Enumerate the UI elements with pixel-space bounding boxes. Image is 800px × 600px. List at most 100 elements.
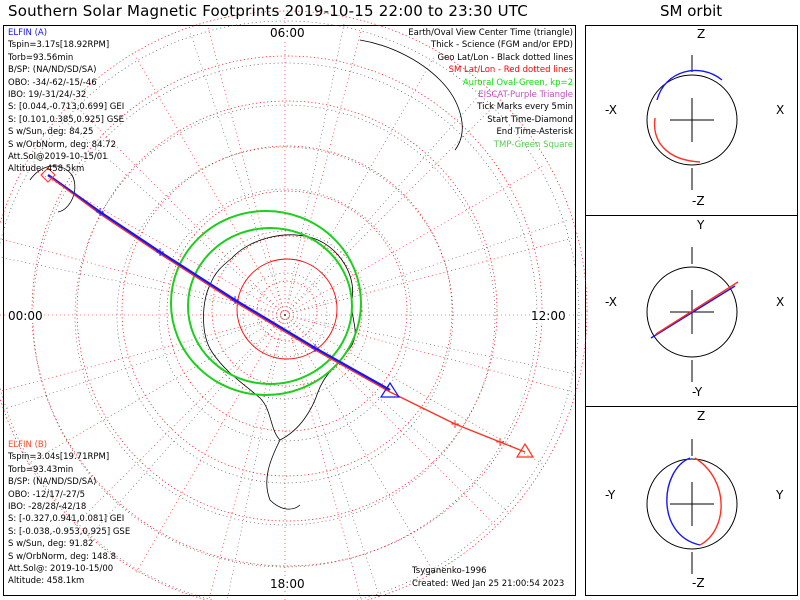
sm-latitude-ring <box>256 280 318 342</box>
earth-circle <box>646 458 738 550</box>
elfin-a-orbit <box>656 69 723 101</box>
orbit-axis-bottom: -Z <box>692 576 705 590</box>
sm-longitude-line <box>207 25 286 316</box>
elfin-a-orbit <box>666 457 701 546</box>
sm-longitude-line <box>134 55 286 316</box>
clock-label-bottom: 18:00 <box>270 577 305 591</box>
elfin-b-tick-mark: + <box>450 417 460 431</box>
orbit-plots <box>646 55 739 574</box>
continent-outline <box>29 165 76 213</box>
elfin-b-line: S: [-0.038,-0.953,0.925] GSE <box>8 526 131 537</box>
elfin-b-line: IBO: -28/28/-42/18 <box>8 502 87 513</box>
orbit-axis-top: Z <box>697 27 706 41</box>
created-timestamp: Created: Wed Jan 25 21:00:54 2023 <box>412 579 565 589</box>
orbit-axis-top: Z <box>697 409 706 423</box>
sm-latitude-ring <box>211 235 363 387</box>
clock-label-top: 06:00 <box>270 26 305 40</box>
sm-longitude-line <box>0 314 286 392</box>
elfin-a-line: OBO: -34/-62/-15/-46 <box>8 77 97 88</box>
orbit-axis-right: Y <box>776 488 784 502</box>
geo-latitude-ring <box>158 188 412 442</box>
geo-longitude-line <box>284 20 345 316</box>
orbit-axis-left: -Y <box>605 488 616 502</box>
elfin-b-line: Torb=93.43min <box>8 464 74 475</box>
elfin-b-line: S w/OrbNorm, deg: 148.8 <box>8 551 117 562</box>
orbit-axis-right: X <box>776 295 785 309</box>
elfin-b-orbit <box>694 457 722 546</box>
elfin-a-line: S w/OrbNorm, deg: 84.72 <box>8 139 117 150</box>
sm-longitude-line <box>134 314 286 575</box>
elfin-a-line: S: [0.044,-0.713,0.699] GEI <box>8 102 125 113</box>
orbit-axis-top: Y <box>697 218 705 232</box>
elfin-b-line: Altitude: 458.1km <box>8 576 85 587</box>
orbit-axis-left: -X <box>605 103 617 117</box>
elfin-b-track <box>49 176 526 453</box>
model-credit: Tsyganenko-1996 <box>412 566 487 576</box>
orbit-panel-frame <box>585 25 798 596</box>
view-center-triangle <box>379 381 401 398</box>
main-map-frame <box>3 25 576 596</box>
elfin-a-tick-mark: + <box>155 245 165 259</box>
orbit-axis-bottom: -Y <box>692 385 703 399</box>
elfin-a-line: Torb=93.56min <box>8 52 74 63</box>
earth-circle <box>646 74 738 166</box>
legend-entry: Auroral Oval-Green, kp=2 <box>462 77 573 88</box>
orbit-panel-title: SM orbit <box>660 2 723 20</box>
orbit-axis-bottom: -Z <box>692 194 705 208</box>
geo-longitude-line <box>284 314 580 375</box>
legend: Earth/Oval View Center Time (triangle) T… <box>408 27 573 151</box>
legend-entry: Tick Marks every 5min <box>477 102 573 113</box>
legend-entry: TMP-Green Square <box>493 139 573 150</box>
sm-longitude-line <box>208 314 286 600</box>
elfin-a-line: B/SP: (NA/ND/SD/SA) <box>8 65 97 76</box>
geo-latitude-ring <box>74 104 496 526</box>
elfin-b-line: S: [-0.327,0.941,0.081] GEI <box>8 514 125 525</box>
sm-longitude-line <box>284 237 575 316</box>
elfin-a-line: Att.Sol@2019-10-15/01 <box>8 152 108 163</box>
elfin-a-tick-mark: + <box>95 205 105 219</box>
legend-entry: Earth/Oval View Center Time (triangle) <box>408 28 573 38</box>
continent-outline <box>359 39 463 151</box>
elfin-b-orbit <box>653 117 701 163</box>
continent-outline <box>203 234 356 441</box>
auroral-oval-inner <box>187 227 353 385</box>
elfin-a-name: ELFIN (A) <box>8 28 48 38</box>
elfin-a-line: S: [0.101,0.385,0.925] GSE <box>8 114 125 125</box>
sm-longitude-line <box>284 314 362 600</box>
elfin-b-name: ELFIN (B) <box>8 440 48 450</box>
footprint-tracks: + + + + + + <box>40 167 535 458</box>
elfin-b-line: Tspin=3.04s[19.71RPM] <box>8 452 110 463</box>
geo-latitude-ring <box>242 272 328 358</box>
sm-pole-ring <box>236 258 338 360</box>
elfin-b-line: OBO: -12/17/-27/5 <box>8 489 86 500</box>
elfin-b-orbit <box>655 281 739 335</box>
legend-entry: EISCAT-Purple Triangle <box>478 90 573 101</box>
elfin-b-line: B/SP: (NA/ND/SD/SA) <box>8 477 97 488</box>
legend-entry: Start Time-Diamond <box>487 114 573 125</box>
elfin-a-tick-mark: + <box>230 293 240 307</box>
elfin-b-tick-mark: + <box>495 435 505 449</box>
clock-label-right: 12:00 <box>531 309 566 323</box>
elfin-a-info: ELFIN (A) Tspin=3.17s[18.92RPM] Torb=93.… <box>8 27 124 176</box>
elfin-a-tick-mark: + <box>310 341 320 355</box>
sm-longitude-line <box>284 314 545 466</box>
geo-latitude-ring <box>0 20 580 600</box>
legend-entry: End Time-Asterisk <box>496 127 573 138</box>
legend-entry: SM Lat/Lon - Red dotted lines <box>448 65 573 76</box>
elfin-a-line: Altitude: 458.5km <box>8 164 85 175</box>
start-diamond <box>40 167 56 183</box>
elfin-b-line: Att.Sol@: 2019-10-15/00 <box>8 564 114 575</box>
elfin-b-line: S w/Sun, deg: 91.82 <box>8 539 94 550</box>
sm-longitude-line <box>284 314 436 575</box>
sm-latitude-ring <box>166 190 408 432</box>
sm-longitude-line <box>284 25 363 316</box>
clock-label-left: 00:00 <box>8 309 43 323</box>
earth-circle <box>646 266 738 358</box>
auroral-oval <box>170 210 362 396</box>
legend-entry: Thick - Science (FGM and/or EPD) <box>430 40 573 51</box>
elfin-b-info: ELFIN (B) Tspin=3.04s[19.71RPM] Torb=93.… <box>8 439 130 588</box>
geo-longitude-line <box>189 30 286 316</box>
legend-entry: Geo Lat/Lon - Black dotted lines <box>437 52 573 63</box>
elfin-a-track <box>47 174 391 392</box>
peninsula-outline <box>266 439 301 510</box>
